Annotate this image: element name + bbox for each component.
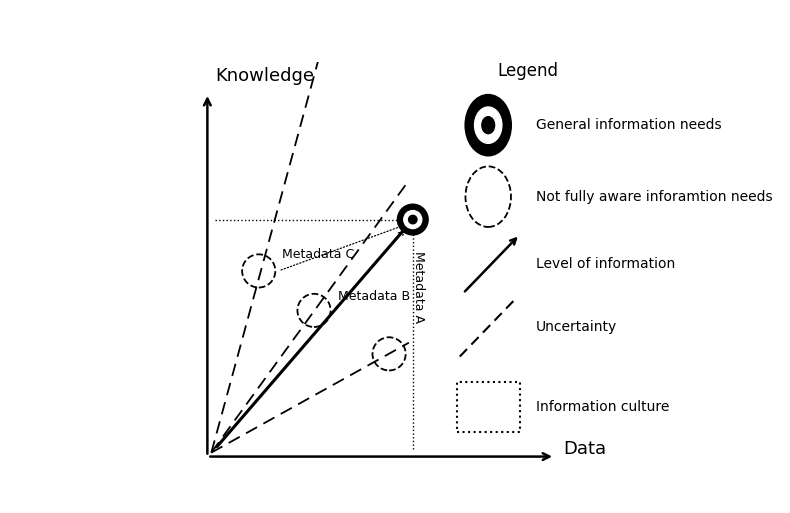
- Text: Metadata B: Metadata B: [337, 290, 410, 303]
- Circle shape: [408, 215, 417, 224]
- Text: Uncertainty: Uncertainty: [536, 320, 617, 334]
- Circle shape: [404, 210, 422, 229]
- Circle shape: [482, 116, 495, 134]
- Circle shape: [475, 107, 502, 143]
- Text: Data: Data: [563, 440, 606, 458]
- Text: Knowledge: Knowledge: [215, 67, 314, 85]
- Text: General information needs: General information needs: [536, 118, 721, 132]
- Text: Metadata A: Metadata A: [412, 251, 425, 323]
- Circle shape: [465, 95, 511, 155]
- Circle shape: [397, 205, 428, 234]
- Text: Not fully aware inforamtion needs: Not fully aware inforamtion needs: [536, 190, 773, 204]
- Text: Level of information: Level of information: [536, 257, 675, 271]
- Text: Information culture: Information culture: [536, 400, 669, 414]
- Text: Legend: Legend: [498, 62, 559, 80]
- Text: Metadata C: Metadata C: [282, 248, 355, 261]
- Bar: [457, 382, 520, 432]
